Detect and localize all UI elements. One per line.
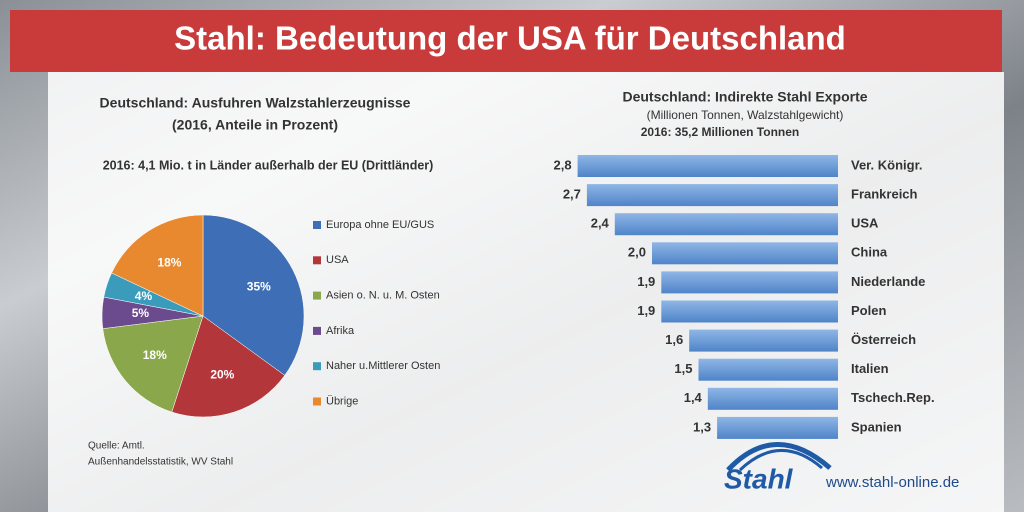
value-label: 1,5 (674, 361, 692, 376)
slice-label: 4% (135, 289, 153, 303)
legend-swatch (313, 221, 321, 229)
source: Quelle: Amtl. (88, 441, 145, 452)
bar (577, 155, 838, 177)
legend-label: Europa ohne EU/GUS (326, 219, 434, 231)
bar-annotation: 2016: 35,2 Millionen Tonnen (641, 125, 799, 139)
value-label: 1,6 (665, 332, 683, 347)
value-label: 2,4 (591, 216, 610, 231)
bar (689, 329, 838, 352)
bar (661, 300, 838, 323)
legend-swatch (313, 326, 321, 335)
category-label: Niederlande (851, 274, 925, 289)
slice-label: 5% (132, 306, 150, 320)
value-label: 2,7 (563, 187, 581, 202)
value-label: 1,9 (637, 274, 655, 289)
category-label: Frankreich (851, 187, 918, 202)
source: Außenhandelsstatistik, WV Stahl (88, 457, 233, 468)
bar-subtitle: (Millionen Tonnen, Walzstahlgewicht) (647, 108, 844, 122)
pie-slice (102, 315, 204, 413)
value-label: 1,4 (684, 390, 703, 405)
legend-swatch (313, 256, 321, 265)
legend-label: USA (326, 254, 349, 266)
bar (717, 416, 838, 439)
category-label: USA (851, 216, 879, 231)
legend-swatch (313, 291, 321, 300)
bar (652, 242, 838, 265)
value-label: 1,9 (637, 303, 655, 318)
category-label: Tschech.Rep. (851, 390, 935, 405)
slice-label: 20% (210, 368, 234, 382)
logo: Stahl (724, 463, 794, 494)
value-label: 2,0 (628, 245, 646, 260)
category-label: Österreich (851, 332, 916, 347)
legend-swatch (313, 362, 321, 371)
url: www.stahl-online.de (825, 474, 959, 491)
category-label: Ver. Königr. (851, 157, 923, 172)
value-label: 2,8 (554, 157, 572, 172)
pie-slice (171, 315, 286, 418)
logo-swoosh (738, 449, 823, 472)
pie-slice (111, 214, 204, 317)
category-label: Spanien (851, 419, 902, 434)
pie-slice (202, 214, 305, 376)
legend-label: Übrige (326, 395, 358, 407)
slice-label: 35% (247, 280, 271, 294)
main-title: Stahl: Bedeutung der USA für Deutschland (174, 20, 846, 57)
category-label: Polen (851, 303, 886, 318)
pie-annotation: 2016: 4,1 Mio. t in Länder außerhalb der… (103, 158, 434, 172)
category-label: China (851, 245, 888, 260)
legend-label: Naher u.Mittlerer Osten (326, 360, 440, 372)
bar (661, 271, 838, 294)
bar (698, 358, 838, 381)
legend-label: Asien o. N. u. M. Osten (326, 290, 440, 302)
legend-label: Afrika (326, 325, 355, 337)
slice-label: 18% (143, 348, 167, 362)
pie-title: Deutschland: Ausfuhren Walzstahlerzeugni… (100, 95, 411, 111)
category-label: Italien (851, 361, 889, 376)
bar (614, 213, 838, 236)
legend-swatch (313, 397, 321, 406)
slice-label: 18% (157, 255, 181, 269)
pie-subtitle: (2016, Anteile in Prozent) (172, 117, 338, 133)
value-label: 1,3 (693, 419, 711, 434)
bar-title: Deutschland: Indirekte Stahl Exporte (622, 89, 867, 105)
title-band (10, 10, 1002, 72)
bar (707, 387, 838, 410)
logo-swoosh (726, 442, 832, 472)
bar (586, 184, 838, 207)
